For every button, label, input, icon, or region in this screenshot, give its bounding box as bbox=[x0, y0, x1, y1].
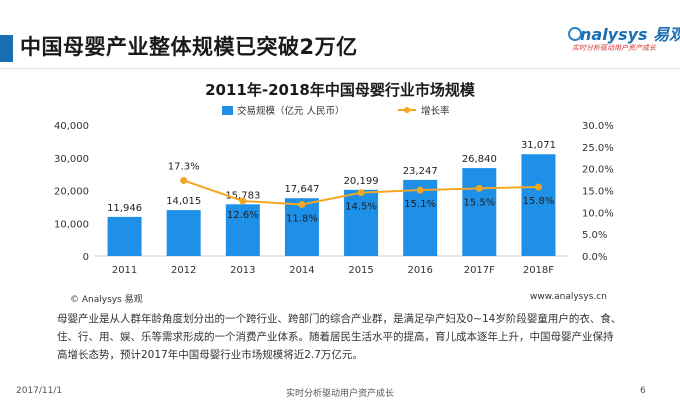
y-right-tick-label: 15.0% bbox=[582, 187, 614, 198]
bar-value-label: 17,647 bbox=[284, 184, 319, 195]
bar-value-label: 31,071 bbox=[521, 140, 556, 151]
description-text: 母婴产业是从人群年龄角度划分出的一个跨行业、跨部门的综合产业群，是满足孕产妇及0… bbox=[57, 313, 622, 361]
y-right-tick-label: 5.0% bbox=[582, 230, 607, 241]
legend-bar-swatch bbox=[222, 106, 233, 115]
bar-2018F bbox=[521, 154, 556, 256]
growth-point-2013 bbox=[239, 197, 247, 205]
page-title: 中国母婴产业整体规模已突破2万亿 bbox=[20, 35, 358, 59]
analysys-logo: nalysys 易观 bbox=[580, 25, 680, 44]
analysys-logo-icon bbox=[568, 27, 582, 41]
x-tick-label: 2015 bbox=[348, 265, 373, 276]
growth-value-label: 12.6% bbox=[227, 210, 259, 221]
growth-point-2018F bbox=[534, 183, 542, 191]
logo-tagline: 实时分析驱动用户资产成长 bbox=[572, 44, 656, 52]
y-right-tick-label: 10.0% bbox=[582, 208, 614, 219]
x-tick-label: 2012 bbox=[171, 265, 196, 276]
growth-value-label: 11.8% bbox=[286, 213, 318, 224]
y-right-tick-label: 30.0% bbox=[582, 121, 614, 132]
bar-2017F bbox=[462, 168, 497, 256]
growth-point-2015 bbox=[357, 189, 365, 197]
footer-tagline: 实时分析驱动用户资产成长 bbox=[285, 389, 394, 399]
y-left-tick-label: 20,000 bbox=[54, 187, 89, 198]
copyright: © Analysys 易观 bbox=[70, 295, 143, 305]
y-left-tick-label: 0 bbox=[83, 252, 89, 263]
growth-point-2012 bbox=[180, 176, 188, 184]
bar-2013 bbox=[225, 204, 260, 256]
bar-2015 bbox=[344, 189, 379, 256]
x-tick-label: 2013 bbox=[230, 265, 255, 276]
legend-line-label: 增长率 bbox=[421, 105, 450, 117]
x-tick-label: 2016 bbox=[407, 265, 432, 276]
bar-value-label: 11,946 bbox=[107, 203, 142, 214]
y-right-tick-label: 20.0% bbox=[582, 165, 614, 176]
y-left-tick-label: 30,000 bbox=[54, 154, 89, 165]
bar-value-label: 15,783 bbox=[225, 190, 260, 201]
bar-2012 bbox=[166, 210, 201, 256]
y-right-tick-label: 25.0% bbox=[582, 143, 614, 154]
growth-value-label: 15.8% bbox=[523, 196, 555, 207]
bar-value-label: 23,247 bbox=[403, 166, 438, 177]
growth-point-2017F bbox=[475, 184, 483, 192]
y-left-tick-label: 40,000 bbox=[54, 121, 89, 132]
header-accent-bar bbox=[0, 35, 13, 62]
legend-bar-label: 交易规模（亿元 人民币） bbox=[237, 105, 345, 117]
legend-line-marker bbox=[404, 107, 410, 113]
footer-date: 2017/11/1 bbox=[16, 386, 63, 396]
bar-value-label: 14,015 bbox=[166, 196, 201, 207]
chart-title: 2011年-2018年中国母婴行业市场规模 bbox=[205, 81, 475, 99]
growth-value-label: 15.5% bbox=[463, 197, 495, 208]
bar-2011 bbox=[107, 216, 142, 256]
page-number: 6 bbox=[640, 386, 646, 396]
x-tick-label: 2014 bbox=[289, 265, 314, 276]
header-divider bbox=[0, 68, 680, 69]
x-tick-label: 2018F bbox=[523, 265, 554, 276]
growth-value-label: 14.5% bbox=[345, 202, 377, 213]
growth-point-2016 bbox=[416, 186, 424, 194]
bar-value-label: 26,840 bbox=[462, 154, 497, 165]
growth-value-label: 15.1% bbox=[404, 199, 436, 210]
x-tick-label: 2011 bbox=[112, 265, 137, 276]
market-size-chart: 交易规模（亿元 人民币） 增长率 0 10,000 20,000 30,000 40,000… bbox=[54, 105, 614, 276]
x-tick-label: 2017F bbox=[464, 265, 495, 276]
growth-point-2014 bbox=[298, 200, 306, 208]
growth-value-label: 17.3% bbox=[168, 161, 200, 172]
source-url: www.analysys.cn bbox=[530, 292, 607, 302]
y-left-tick-label: 10,000 bbox=[54, 219, 89, 230]
bar-value-label: 20,199 bbox=[344, 176, 379, 187]
y-right-tick-label: 0.0% bbox=[582, 252, 607, 263]
